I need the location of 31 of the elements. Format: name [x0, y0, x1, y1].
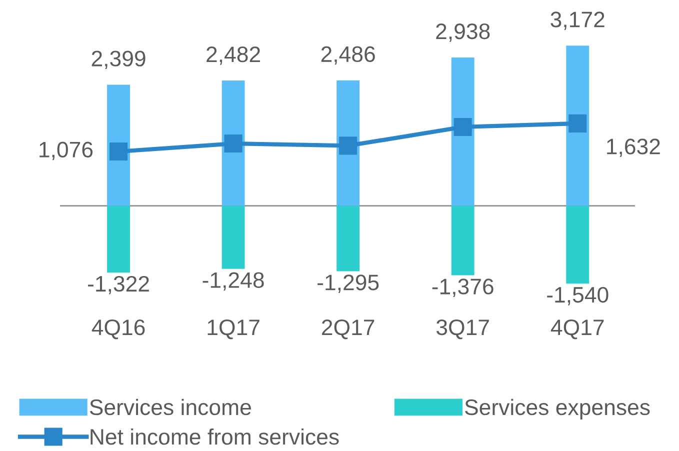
data-label: -1,322	[88, 276, 149, 294]
data-label: -1,540	[547, 286, 608, 306]
data-label: -1,295	[318, 274, 379, 293]
x-tick-label: 4Q17	[550, 319, 604, 340]
point	[454, 118, 472, 136]
point	[110, 142, 128, 161]
data-label: 3,172	[550, 12, 604, 30]
data-label: -1,376	[432, 278, 494, 298]
point	[224, 134, 242, 153]
bar	[451, 206, 474, 276]
x-tick-label: 3Q17	[436, 319, 489, 340]
data-label: -1,248	[202, 272, 264, 291]
x-tick-label: 1Q17	[208, 319, 260, 340]
data-label: 2,399	[92, 50, 146, 70]
bar	[222, 206, 245, 269]
data-label: 2,482	[206, 46, 260, 65]
point	[568, 114, 587, 132]
legend-label: Net income from services	[90, 428, 339, 445]
data-label: 1,632	[607, 138, 660, 158]
point	[339, 136, 358, 155]
legend-label: Services expenses	[465, 398, 650, 420]
legend-label: Services income	[90, 398, 251, 416]
x-tick-label: 2Q17	[322, 319, 374, 340]
data-label: 2,938	[436, 23, 490, 42]
data-label: 1,076	[40, 142, 93, 160]
bar	[336, 206, 360, 272]
bar	[566, 206, 590, 284]
bar	[566, 46, 590, 206]
x-tick-label: 4Q16	[92, 319, 145, 340]
bar	[107, 206, 130, 273]
data-label: 2,486	[321, 46, 375, 65]
